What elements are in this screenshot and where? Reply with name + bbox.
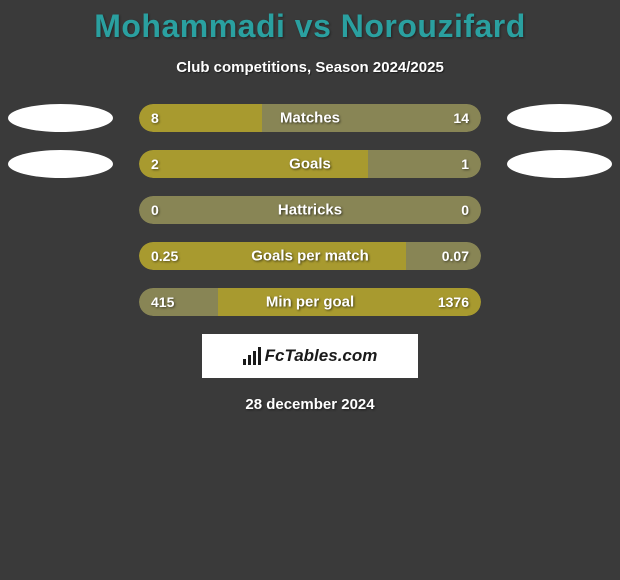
stat-row: 0 0 Hattricks (0, 196, 620, 224)
stat-value-right: 0 (461, 202, 469, 218)
stat-value-left: 2 (151, 156, 159, 172)
footer-date: 28 december 2024 (0, 396, 620, 413)
stat-value-right: 0.07 (442, 248, 469, 264)
stat-label: Min per goal (266, 294, 354, 311)
brand-badge[interactable]: FcTables.com (202, 334, 418, 378)
stat-label: Hattricks (278, 202, 342, 219)
stat-value-left: 0 (151, 202, 159, 218)
stat-value-left: 0.25 (151, 248, 178, 264)
comparison-card: Mohammadi vs Norouzifard Club competitio… (0, 0, 620, 413)
page-subtitle: Club competitions, Season 2024/2025 (0, 59, 620, 76)
barchart-icon (243, 347, 261, 365)
stat-row: 8 14 Matches (0, 104, 620, 132)
stat-bar: 0 0 Hattricks (139, 196, 481, 224)
stat-row: 415 1376 Min per goal (0, 288, 620, 316)
stat-label: Goals (289, 156, 331, 173)
stat-value-right: 14 (453, 110, 469, 126)
player-right-marker (507, 104, 612, 132)
stat-bar: 415 1376 Min per goal (139, 288, 481, 316)
player-left-marker (8, 150, 113, 178)
stats-list: 8 14 Matches 2 1 Goals 0 0 Hattricks 0.25 0.07 Goal… (0, 104, 620, 316)
page-title: Mohammadi vs Norouzifard (0, 8, 620, 45)
stat-row: 0.25 0.07 Goals per match (0, 242, 620, 270)
stat-label: Goals per match (251, 248, 369, 265)
stat-row: 2 1 Goals (0, 150, 620, 178)
stat-value-right: 1 (461, 156, 469, 172)
player-left-marker (8, 104, 113, 132)
brand-label: FcTables.com (243, 346, 378, 366)
player-right-marker (507, 150, 612, 178)
stat-label: Matches (280, 110, 340, 127)
stat-value-left: 415 (151, 294, 174, 310)
stat-bar: 8 14 Matches (139, 104, 481, 132)
stat-bar-left (139, 150, 368, 178)
stat-value-left: 8 (151, 110, 159, 126)
brand-text: FcTables.com (265, 346, 378, 366)
stat-value-right: 1376 (438, 294, 469, 310)
stat-bar: 0.25 0.07 Goals per match (139, 242, 481, 270)
stat-bar: 2 1 Goals (139, 150, 481, 178)
